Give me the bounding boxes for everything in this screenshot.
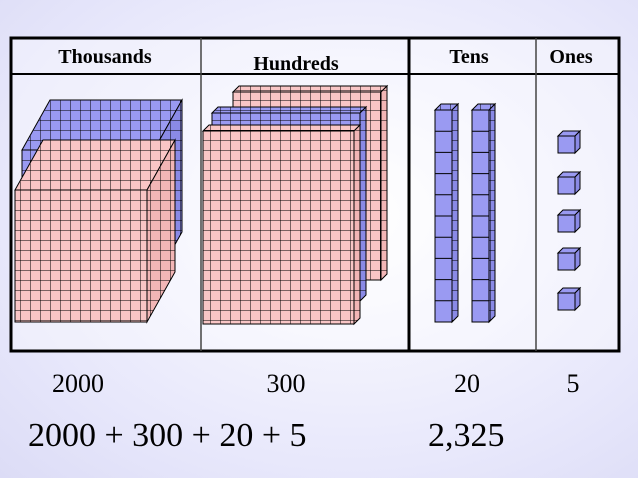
header-ones: Ones <box>549 46 593 68</box>
value-thousands: 2000 <box>52 369 104 398</box>
unit-cube-3 <box>556 208 582 234</box>
header-tens: Tens <box>449 46 489 68</box>
thousand-cube-front <box>14 138 176 324</box>
ten-rod-2 <box>470 102 497 324</box>
unit-cube-5 <box>556 286 582 312</box>
standard-total: 2,325 <box>428 417 505 454</box>
expanded-expression: 2000 + 300 + 20 + 5 <box>28 417 307 454</box>
value-tens: 20 <box>454 369 480 398</box>
unit-cube-4 <box>556 246 582 272</box>
ten-rod-1 <box>433 102 460 324</box>
header-hundreds: Hundreds <box>253 53 338 75</box>
unit-cube-2 <box>556 170 582 196</box>
unit-cube-1 <box>556 129 582 155</box>
ones-blocks <box>556 129 582 312</box>
value-hundreds: 300 <box>267 369 306 398</box>
tens-blocks <box>433 102 497 324</box>
hundred-flat-front <box>201 123 362 326</box>
value-ones: 5 <box>567 369 580 398</box>
hundreds-blocks <box>201 84 389 326</box>
header-thousands: Thousands <box>58 46 152 68</box>
thousands-blocks <box>14 98 183 324</box>
